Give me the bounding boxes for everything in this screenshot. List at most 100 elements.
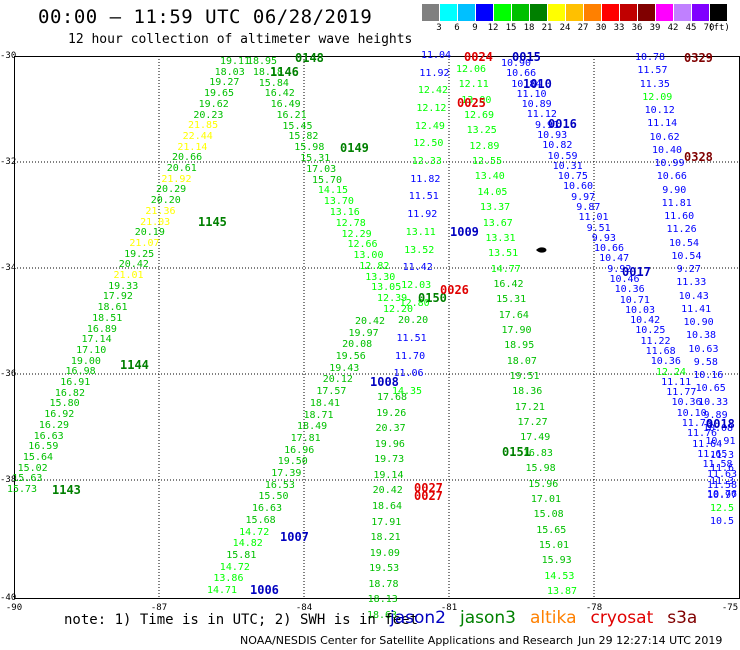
satellite-name: jason2: [390, 608, 446, 628]
wave-height-value: 11.58: [702, 459, 733, 471]
wave-height-value: 11.76: [686, 428, 718, 440]
wave-height-value: 12.24: [655, 366, 687, 378]
wave-height-value: 18.71: [303, 409, 334, 421]
legend-label: (ft): [708, 23, 730, 33]
wave-height-value: 10.03: [624, 304, 656, 316]
legend-label: 36: [631, 23, 643, 33]
wave-height-value: 12.66: [347, 239, 378, 251]
wave-height-value: 19.25: [124, 248, 155, 260]
wave-height-value: 12.82: [359, 260, 390, 272]
wave-height-value: 11.3: [709, 449, 735, 461]
wave-height-value: 9.91: [534, 119, 560, 131]
wave-height-value: 11.51: [408, 191, 439, 203]
wave-height-value: 9.93: [591, 232, 616, 244]
pass-label: 0026: [440, 283, 469, 297]
wave-height-value: 20.42: [354, 316, 386, 327]
legend-label: 39: [649, 23, 661, 33]
pass-label: 0027: [414, 481, 443, 495]
wave-height-value: 20.29: [156, 184, 187, 196]
legend-label: 12: [487, 23, 499, 33]
wave-height-value: 10.10: [676, 407, 707, 419]
wave-height-value: 10.54: [668, 237, 700, 249]
pass-label: 1144: [120, 358, 149, 372]
legend-swatch: [638, 4, 656, 21]
wave-height-value: 20.61: [166, 163, 197, 174]
wave-height-value: 18.03: [214, 66, 245, 78]
wave-height-value: 18.63: [366, 610, 398, 621]
wave-height-value: 18.61: [97, 302, 128, 314]
wave-height-value: 13.31: [485, 232, 516, 244]
wave-height-value: 12.49: [414, 120, 445, 132]
wave-height-value: 19.33: [108, 280, 139, 292]
wave-height-value: 15.01: [538, 539, 570, 551]
wave-height-value: 16.21: [276, 109, 307, 121]
map-plot-area[interactable]: 19.11 18.03 19.27 19.65 19.62 20.23 21.85 22.44…: [7, 51, 740, 621]
legend-swatch: [548, 4, 566, 21]
lon-tick-label: -84: [295, 603, 313, 613]
wave-height-value: 12.06: [455, 64, 487, 75]
lat-tick-label: -30: [0, 51, 17, 61]
wave-height-value: 11.82: [410, 173, 441, 185]
wave-height-value: 18.21: [370, 532, 401, 544]
wave-height-value: 15.70: [311, 174, 343, 186]
wave-height-value: 15.65: [536, 524, 567, 536]
pass-label: 0148: [295, 51, 324, 65]
lat-tick-label: -38: [0, 475, 17, 485]
wave-height-value: 10.76: [706, 489, 738, 501]
legend-swatch: [620, 4, 638, 21]
wave-height-value: 21.85: [187, 120, 219, 132]
wave-height-value: 19.96: [374, 438, 405, 450]
wave-height-value: 14.53: [544, 570, 575, 582]
wave-height-value: 9.90: [662, 184, 687, 196]
wave-height-value: 19.50: [277, 456, 308, 468]
wave-height-value: 10.5: [709, 516, 735, 527]
wave-height-value: 13.67: [482, 217, 513, 229]
satellite-name: jason3: [460, 608, 516, 628]
wave-height-value: 15.63: [12, 473, 43, 485]
legend-swatch: [458, 4, 476, 21]
wave-height-value: 17.92: [102, 291, 133, 303]
map-frame: [14, 56, 740, 599]
wave-height-value: 11.70: [394, 350, 426, 362]
wave-height-value: 14.15: [317, 185, 349, 197]
wave-height-value: 11.63: [706, 469, 738, 481]
wave-height-value: 10.91: [705, 436, 736, 448]
wave-height-value: 18.51: [92, 312, 123, 324]
wave-height-value: 20.12: [322, 374, 353, 386]
pass-label: 1143: [52, 483, 81, 497]
wave-height-value: 16.98: [65, 366, 96, 378]
satellite-legend: jason2 jason3 altika cryosat s3a: [390, 608, 697, 628]
wave-height-value: 10.66: [593, 243, 625, 255]
wave-height-value: 12.89: [469, 140, 500, 152]
wave-height-value: 16.59: [28, 441, 59, 453]
wave-height-value: 13.52: [404, 244, 435, 256]
wave-height-value: 18.41: [309, 397, 341, 409]
wave-height-value: 17.10: [76, 344, 107, 356]
pass-label: 0151: [502, 445, 531, 459]
wave-height-value: 14.77: [490, 263, 521, 275]
wave-height-value: 19.73: [374, 454, 405, 466]
wave-height-value: 11.01: [578, 212, 609, 224]
wave-height-value: 15.31: [300, 153, 331, 165]
wave-height-value: 16.83: [522, 447, 553, 459]
wave-height-value: 15.73: [6, 484, 38, 495]
wave-height-value: 13.87: [546, 586, 578, 597]
wave-height-value: 10.63: [688, 343, 719, 355]
wave-height-value: 15.93: [541, 555, 572, 567]
wave-height-value: 9.92: [607, 263, 632, 275]
wave-height-value: 10.60: [562, 181, 594, 193]
wave-height-value: 11.58: [706, 479, 738, 491]
wave-height-value: 20.42: [118, 259, 149, 271]
pass-label: 1008: [370, 375, 399, 389]
wave-height-value: 10.93: [537, 130, 568, 141]
wave-height-value: 11.64: [692, 438, 723, 450]
wave-height-value: 19.14: [373, 469, 404, 481]
pass-label: 0027: [414, 489, 443, 503]
wave-height-value: 15.81: [226, 549, 257, 561]
wave-height-value: 13.40: [474, 171, 505, 183]
legend-swatch: [584, 4, 602, 21]
wave-height-value: 19.97: [348, 327, 379, 339]
wave-height-value: 12.55: [471, 156, 503, 168]
wave-height-value: 19.43: [329, 362, 360, 374]
wave-height-value: 12.11: [458, 79, 489, 91]
